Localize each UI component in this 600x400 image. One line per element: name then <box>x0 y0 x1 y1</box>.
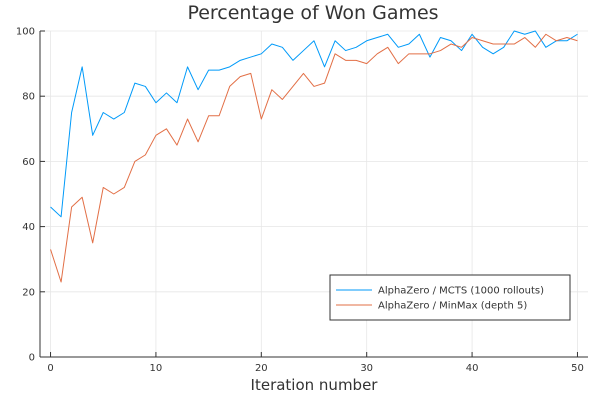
series-line-2 <box>50 33 578 283</box>
x-axis-label: Iteration number <box>251 376 379 394</box>
y-tick-label: 100 <box>16 27 35 38</box>
chart-title: Percentage of Won Games <box>187 2 438 24</box>
tick-labels: 0 10 20 30 40 50 0 20 40 60 80 100 <box>16 27 584 375</box>
x-tick-label: 20 <box>255 363 268 374</box>
x-tick-label: 10 <box>150 363 163 374</box>
axes <box>39 30 588 358</box>
legend: AlphaZero / MCTS (1000 rollouts) AlphaZer… <box>329 274 571 321</box>
y-tick-label: 40 <box>22 222 35 233</box>
x-tick-label: 40 <box>466 363 479 374</box>
y-tick-label: 60 <box>22 157 35 168</box>
y-tick-label: 20 <box>22 287 35 298</box>
y-tick-label: 0 <box>29 353 35 364</box>
legend-label-2: AlphaZero / MinMax (depth 5) <box>378 301 527 312</box>
x-tick-label: 0 <box>47 363 53 374</box>
legend-label-1: AlphaZero / MCTS (1000 rollouts) <box>378 286 544 297</box>
legend-box <box>329 274 571 321</box>
series-lines <box>50 30 578 283</box>
series-line-1 <box>50 30 578 218</box>
x-tick-label: 50 <box>571 363 584 374</box>
x-tick-label: 30 <box>360 363 373 374</box>
y-tick-label: 80 <box>22 92 35 103</box>
